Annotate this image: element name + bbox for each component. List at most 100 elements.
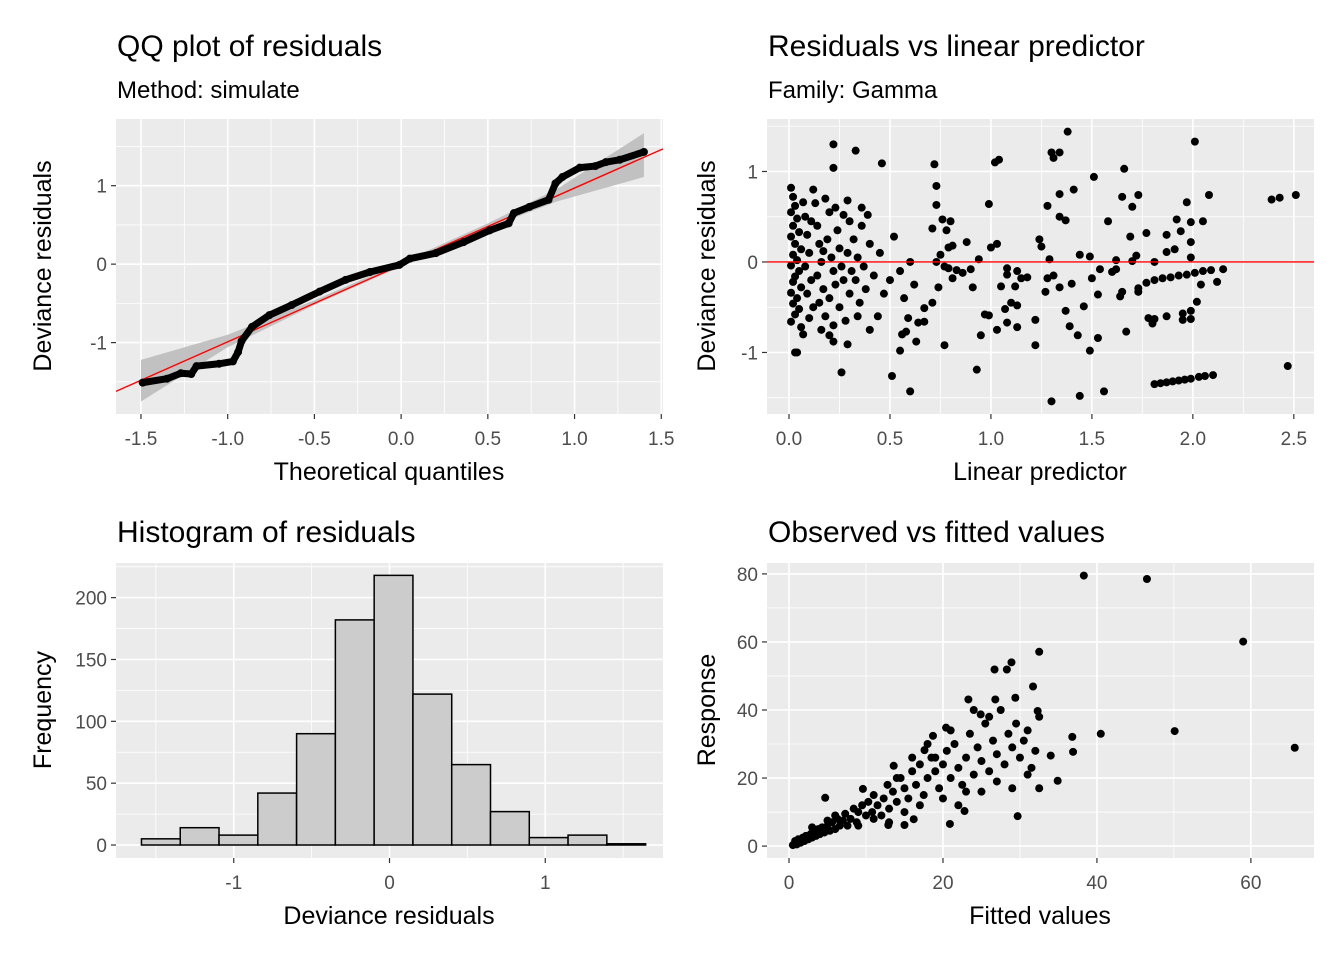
data-point	[938, 794, 947, 803]
data-point	[1168, 377, 1177, 386]
data-point	[831, 811, 840, 820]
plot-area	[788, 571, 1299, 850]
data-point	[797, 323, 806, 332]
histogram-bar	[334, 619, 375, 846]
data-point	[176, 369, 185, 378]
data-point	[923, 740, 932, 749]
data-point	[791, 201, 800, 210]
data-point	[845, 217, 854, 226]
y-tick-label: 80	[737, 565, 758, 586]
data-point	[858, 801, 867, 810]
histogram-title: Histogram of residuals	[117, 516, 415, 549]
data-point	[827, 253, 836, 262]
data-point	[843, 248, 852, 257]
data-point	[863, 210, 872, 219]
data-point	[948, 241, 957, 250]
data-point	[809, 185, 818, 194]
data-point	[821, 194, 830, 203]
data-point	[997, 282, 1006, 291]
data-point	[1142, 574, 1151, 583]
data-point	[928, 731, 937, 740]
data-point	[889, 761, 898, 770]
data-point	[1134, 191, 1143, 200]
data-point	[900, 808, 909, 817]
data-point	[839, 276, 848, 285]
residuals-title: Residuals vs linear predictor	[768, 30, 1145, 63]
x-tick-label: 0.0	[776, 429, 802, 450]
data-point	[1170, 245, 1179, 254]
data-point	[837, 262, 846, 271]
residuals-panel: 0.0 0.5 1.0 1.5 2.0 2.5 -1 0 1	[741, 119, 1314, 450]
data-point	[591, 162, 600, 171]
data-point	[192, 362, 201, 371]
y-tick-label: 150	[75, 650, 107, 671]
data-point	[1035, 647, 1044, 656]
data-point	[789, 221, 798, 230]
data-point	[1186, 238, 1195, 247]
data-point	[825, 294, 834, 303]
data-point	[1031, 746, 1040, 755]
data-point	[919, 791, 928, 800]
data-point	[883, 780, 892, 789]
data-point	[575, 163, 584, 172]
histogram-bar	[489, 810, 531, 846]
data-point	[787, 183, 796, 192]
data-point	[801, 212, 810, 221]
data-point	[869, 271, 878, 280]
data-point	[793, 214, 802, 223]
data-point	[861, 811, 870, 820]
data-point	[1068, 732, 1077, 741]
data-point	[1069, 747, 1078, 756]
data-point	[859, 262, 868, 271]
data-point	[920, 304, 929, 313]
data-point	[962, 753, 971, 762]
data-point	[829, 321, 838, 330]
data-point	[938, 760, 947, 769]
data-point	[809, 303, 818, 312]
data-point	[906, 387, 915, 396]
y-tick-label: 0	[747, 837, 758, 858]
data-point	[1015, 753, 1024, 762]
y-tick-label: -1	[90, 334, 107, 355]
data-point	[1093, 333, 1102, 342]
data-point	[877, 159, 886, 168]
data-point	[898, 330, 907, 339]
data-point	[1095, 265, 1104, 274]
data-point	[1043, 201, 1052, 210]
data-point	[1089, 172, 1098, 181]
data-point	[817, 325, 826, 334]
data-point	[803, 230, 812, 239]
plot-area	[767, 127, 1314, 406]
data-point	[1003, 270, 1012, 279]
data-point	[1150, 276, 1159, 285]
data-point	[1100, 387, 1109, 396]
data-point	[946, 774, 955, 783]
data-point	[1112, 256, 1121, 265]
data-point	[977, 787, 986, 796]
x-tick-label: 0	[784, 873, 795, 894]
data-point	[912, 780, 921, 789]
y-tick-label: 1	[96, 177, 107, 198]
data-point	[851, 276, 860, 285]
data-point	[1047, 397, 1056, 406]
data-point	[940, 341, 949, 350]
data-point	[807, 217, 816, 226]
data-point	[896, 267, 905, 276]
x-tick-label: 1	[540, 873, 551, 894]
data-point	[789, 192, 798, 201]
histogram-bar	[606, 843, 647, 846]
data-point	[835, 244, 844, 253]
data-point	[984, 311, 993, 320]
data-point	[942, 226, 951, 235]
observed-panel: 0 20 40 60 0 20 40 60 80	[737, 563, 1314, 894]
data-point	[942, 723, 951, 732]
data-point	[964, 695, 973, 704]
data-point	[1013, 812, 1022, 821]
data-point	[265, 311, 274, 320]
data-point	[1055, 283, 1064, 292]
data-point	[984, 200, 993, 209]
data-point	[847, 267, 856, 276]
data-point	[1027, 763, 1036, 772]
data-point	[986, 243, 995, 252]
data-point	[1156, 379, 1165, 388]
